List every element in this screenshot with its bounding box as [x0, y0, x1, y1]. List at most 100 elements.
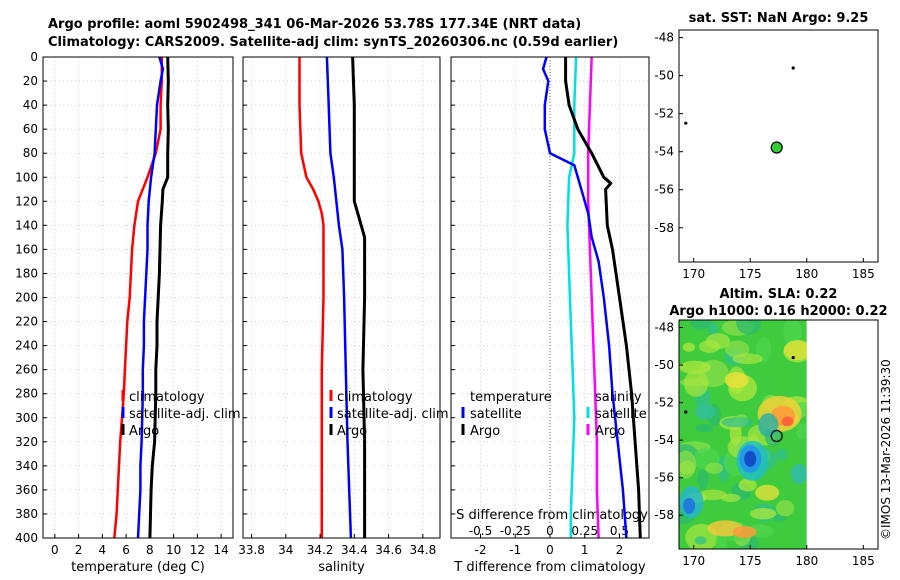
map-title: Altim. SLA: 0.22	[720, 287, 838, 302]
heatmap-blob	[679, 360, 711, 374]
heatmap-blob	[695, 423, 714, 433]
xtick-top-label: 0.5	[610, 524, 629, 538]
xtick-label: -1	[509, 543, 521, 557]
xtick-label: 34.2	[307, 543, 334, 557]
legend-label: satellite-adj. clim	[337, 407, 449, 422]
ytick-label: -56	[654, 183, 674, 197]
ytick-label: -56	[654, 471, 674, 485]
ytick-label: 180	[15, 266, 38, 280]
legend-label: temperature	[470, 390, 552, 405]
series-line-satellite-adj-clim	[136, 56, 165, 539]
panel-difference: -2 -1 0 1 2 -0.5 -0.25 0 0.25 0.5S difference fro…	[450, 56, 650, 575]
xtick-label: 170	[682, 554, 705, 568]
float-dot-marker	[684, 121, 688, 125]
ytick-label: 320	[15, 435, 38, 449]
xlabel-top: S difference from climatology	[456, 508, 648, 523]
series-line-climatology	[298, 57, 325, 538]
xtick-label: 2	[616, 543, 624, 557]
ytick-label: -58	[654, 221, 674, 235]
xtick-label: 6	[122, 543, 130, 557]
ytick-label: -52	[654, 396, 674, 410]
series-line-s-argo	[586, 56, 600, 539]
xtick-label: 180	[795, 267, 818, 281]
heatmap-blob	[775, 448, 788, 461]
series-line-s-satellite	[566, 56, 578, 538]
ytick-label: 340	[15, 459, 38, 473]
ytick-label: -48	[654, 31, 674, 45]
panel-frame	[450, 56, 650, 539]
map-frame	[678, 29, 879, 263]
argo-position-marker	[770, 141, 783, 154]
xtick-label: 33.8	[238, 543, 265, 557]
xtick-label: 14	[213, 543, 228, 557]
xlabel: temperature (deg C)	[71, 560, 205, 575]
legend-label: Argo	[470, 424, 500, 439]
panel-frame	[42, 56, 234, 539]
xtick-label: 0	[546, 543, 554, 557]
heatmap-anomaly	[724, 372, 749, 389]
map-title: sat. SST: NaN Argo: 9.25	[689, 11, 869, 26]
heatmap-blob	[750, 508, 777, 520]
heatmap-anomaly	[683, 497, 696, 514]
heatmap-blob	[775, 499, 795, 517]
heatmap-blob	[684, 369, 709, 397]
xtick-label: 180	[795, 554, 818, 568]
panel-salinity: 33.8 34 34.2 34.4 34.6 34.8 salinity climatolog…	[238, 56, 449, 575]
map-frame	[678, 319, 879, 550]
heatmap-blob	[705, 333, 731, 350]
argo-position-marker	[770, 429, 783, 443]
heatmap-blob	[782, 320, 802, 346]
xtick-label: 10	[166, 543, 181, 557]
heatmap-blob	[682, 342, 695, 352]
heatmap-anomaly	[755, 484, 780, 501]
ytick-label: 160	[15, 242, 38, 256]
heatmap-blob	[698, 489, 727, 501]
panel-sla_map: 170 175 180 185 -48 -50 -52 -54 -56 -58 Altim. SLA…	[654, 287, 887, 568]
heatmap-anomaly	[781, 416, 794, 427]
xtick-label: 34	[278, 543, 293, 557]
ytick-label: 400	[15, 531, 38, 545]
xtick-label: 4	[99, 543, 107, 557]
xtick-label: 34.8	[410, 543, 437, 557]
ytick-label: -54	[654, 433, 674, 447]
heatmap-blob	[721, 493, 741, 503]
xtick-top-label: 0	[546, 524, 554, 538]
heatmap-blob	[694, 536, 707, 545]
heatmap-anomaly	[790, 463, 807, 484]
float-dot-marker	[684, 410, 688, 414]
ytick-label: 120	[15, 194, 38, 208]
heatmap-blob	[732, 353, 763, 365]
ytick-label: -52	[654, 107, 674, 121]
charts-layer: 0 2 4 6 8 10 12 1402040608010012014016018020022…	[15, 11, 888, 575]
xtick-label: 8	[146, 543, 154, 557]
series-line-climatology	[113, 57, 164, 539]
ytick-label: 140	[15, 218, 38, 232]
heatmap-anomaly	[695, 403, 716, 420]
series-line-t-satellite	[541, 56, 628, 539]
xtick-top-label: 0.25	[571, 524, 598, 538]
ytick-label: 280	[15, 387, 38, 401]
heatmap-anomaly	[732, 526, 757, 539]
legend-label: Argo	[129, 424, 159, 439]
heatmap-blob	[796, 423, 807, 440]
xtick-top-label: -0.25	[500, 524, 531, 538]
xtick-label: 1	[581, 543, 589, 557]
ytick-label: -58	[654, 508, 674, 522]
xtick-label: 34.4	[341, 543, 368, 557]
ytick-label: 20	[23, 74, 38, 88]
heatmap-blob	[721, 417, 754, 428]
ytick-label: -48	[654, 321, 674, 335]
legend-label: satellite	[470, 407, 522, 422]
xtick-label: 185	[852, 554, 875, 568]
ytick-label: -50	[654, 358, 674, 372]
ytick-label: 380	[15, 507, 38, 521]
xtick-label: 34.6	[375, 543, 402, 557]
ytick-label: 200	[15, 291, 38, 305]
xtick-label: 175	[739, 267, 762, 281]
ytick-label: 260	[15, 363, 38, 377]
xtick-top-label: -0.5	[469, 524, 492, 538]
xtick-label: 12	[190, 543, 205, 557]
heatmap-anomaly	[758, 413, 779, 438]
credit-text: ©IMOS 13-Mar-2026 11:39:30	[879, 359, 893, 540]
legend-label: climatology	[129, 390, 205, 405]
